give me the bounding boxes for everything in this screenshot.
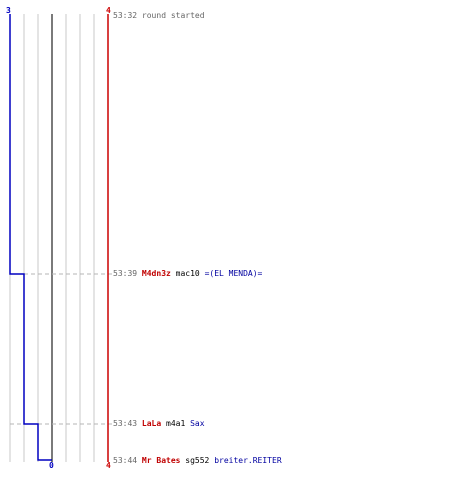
event-victim[interactable]: =(EL MENDA)= — [204, 269, 263, 278]
event-row: 53:43 LaLa m4a1 Sax — [113, 419, 205, 429]
event-killer[interactable]: M4dn3z — [141, 269, 171, 278]
blue-start-score: 3 — [6, 6, 11, 15]
event-killer[interactable]: LaLa — [141, 419, 162, 428]
event-time: 53:43 — [113, 419, 138, 428]
event-victim[interactable]: breiter.REITER — [214, 456, 282, 465]
event-killer[interactable]: Mr Bates — [141, 456, 181, 465]
event-row: 53:44 Mr Bates sg552 breiter.REITER — [113, 456, 282, 466]
red-start-score: 4 — [106, 6, 111, 15]
event-weapon: mac10 — [175, 269, 200, 278]
event-row: 53:32 round started — [113, 11, 205, 21]
event-victim[interactable]: Sax — [190, 419, 205, 428]
red-end-score: 4 — [106, 461, 111, 470]
event-time: 53:32 — [113, 11, 138, 20]
event-message: round started — [141, 11, 205, 20]
event-time: 53:39 — [113, 269, 138, 278]
event-row: 53:39 M4dn3z mac10 =(EL MENDA)= — [113, 269, 262, 279]
event-weapon: m4a1 — [166, 419, 186, 428]
event-weapon: sg552 — [185, 456, 210, 465]
event-time: 53:44 — [113, 456, 138, 465]
event-dashed-lines — [10, 273, 112, 425]
blue-end-score: 0 — [49, 461, 54, 470]
blue-team-line — [9, 14, 52, 461]
grid-lines — [9, 14, 95, 462]
